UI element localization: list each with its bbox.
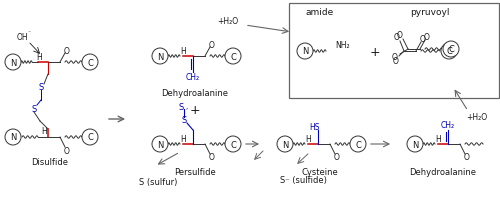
Text: +H₂O: +H₂O	[218, 18, 238, 26]
Text: O: O	[464, 153, 470, 162]
Text: CH₂: CH₂	[186, 73, 200, 82]
Text: C: C	[230, 140, 236, 149]
Text: H: H	[36, 52, 42, 61]
Text: O: O	[393, 57, 399, 66]
Text: C: C	[87, 133, 93, 142]
Text: S: S	[38, 83, 44, 92]
Text: OH: OH	[16, 32, 28, 41]
Text: O: O	[209, 153, 215, 162]
Text: +: +	[190, 103, 200, 116]
Circle shape	[277, 136, 293, 152]
Text: H: H	[180, 134, 186, 143]
Text: H: H	[180, 46, 186, 55]
Text: ’: ’	[185, 107, 187, 112]
Text: ⁻: ⁻	[28, 31, 30, 36]
Text: HS: HS	[310, 122, 320, 131]
Text: O: O	[334, 153, 340, 162]
Text: +H₂O: +H₂O	[466, 113, 487, 122]
Text: O: O	[394, 32, 400, 41]
Text: N: N	[412, 140, 418, 149]
Text: Dehydroalanine: Dehydroalanine	[410, 168, 476, 177]
Circle shape	[225, 49, 241, 65]
Text: O: O	[209, 40, 215, 49]
Circle shape	[152, 136, 168, 152]
Text: N: N	[157, 140, 163, 149]
Circle shape	[225, 136, 241, 152]
Text: C: C	[87, 58, 93, 67]
Text: H: H	[305, 134, 311, 143]
Circle shape	[5, 55, 21, 71]
Text: O: O	[392, 52, 398, 61]
Text: NH₂: NH₂	[335, 41, 349, 50]
Text: H: H	[435, 134, 441, 143]
Text: +: +	[370, 45, 380, 58]
Circle shape	[5, 129, 21, 145]
Text: O: O	[424, 33, 430, 42]
Text: O: O	[64, 147, 70, 156]
Text: S: S	[32, 104, 36, 113]
Circle shape	[82, 55, 98, 71]
Circle shape	[152, 49, 168, 65]
Text: N: N	[10, 58, 16, 67]
Circle shape	[82, 129, 98, 145]
Circle shape	[441, 44, 457, 60]
Text: H: H	[41, 127, 47, 136]
Text: N: N	[302, 47, 308, 56]
Text: C: C	[448, 45, 454, 54]
Text: S: S	[178, 102, 184, 111]
Circle shape	[350, 136, 366, 152]
Text: C: C	[355, 140, 361, 149]
Text: S⁻ (sulfide): S⁻ (sulfide)	[280, 176, 326, 185]
Text: CH₂: CH₂	[441, 121, 455, 130]
Text: Dehydroalanine: Dehydroalanine	[162, 89, 228, 98]
Text: O: O	[420, 35, 426, 44]
Text: pyruvoyl: pyruvoyl	[410, 7, 450, 16]
Circle shape	[407, 136, 423, 152]
Circle shape	[443, 42, 459, 58]
Text: amide: amide	[306, 7, 334, 16]
Text: N: N	[157, 52, 163, 61]
Text: N: N	[282, 140, 288, 149]
Text: S (sulfur): S (sulfur)	[139, 178, 177, 187]
Text: S: S	[182, 116, 186, 125]
Text: O: O	[397, 30, 403, 39]
Text: Cysteine: Cysteine	[302, 168, 339, 177]
Text: Persulfide: Persulfide	[174, 168, 216, 177]
Circle shape	[297, 44, 313, 60]
Text: C: C	[446, 47, 452, 56]
Text: N: N	[10, 133, 16, 142]
Text: Disulfide: Disulfide	[32, 158, 68, 167]
Text: C: C	[230, 52, 236, 61]
Text: O: O	[64, 46, 70, 55]
FancyBboxPatch shape	[289, 4, 499, 98]
